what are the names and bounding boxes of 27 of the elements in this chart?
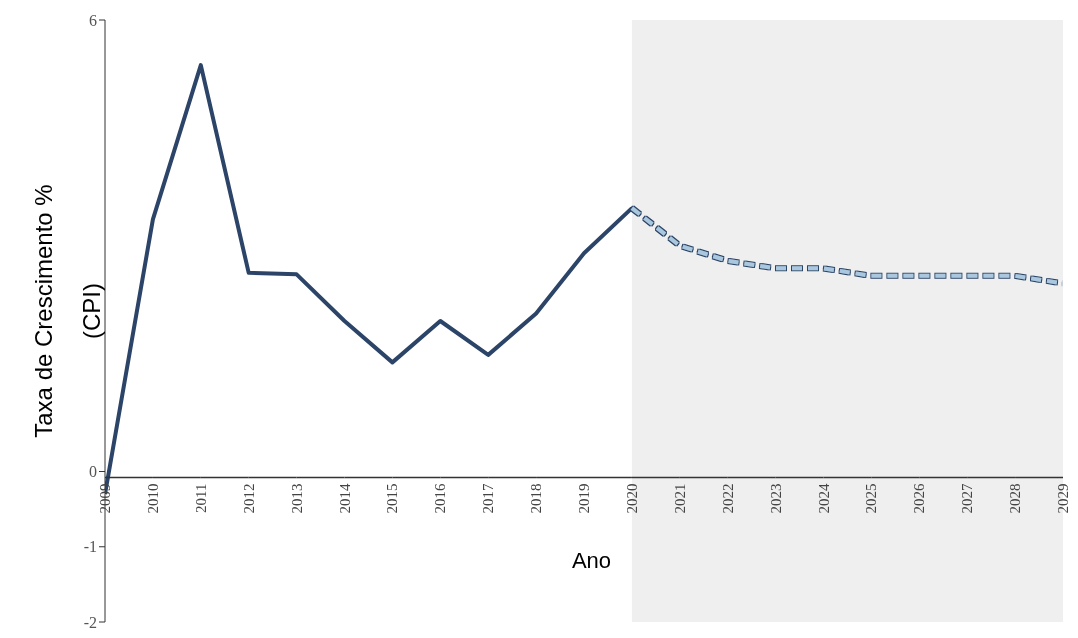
x-tick-label: 2023	[767, 483, 784, 514]
x-tick-label: 2026	[911, 483, 928, 514]
x-tick-label: 2019	[576, 483, 592, 514]
x-tick-label: 2016	[432, 483, 449, 514]
x-tick-label: 2011	[192, 483, 209, 513]
x-tick-label: 2018	[528, 483, 545, 514]
x-tick-label: 2028	[1007, 483, 1024, 514]
y-tick-label: 0	[89, 463, 97, 481]
x-tick-label: 2010	[144, 483, 161, 514]
x-tick-label: 2024	[815, 483, 832, 514]
x-tick-label: 2017	[480, 483, 497, 514]
x-tick-label: 2013	[288, 483, 305, 514]
y-tick-label: -2	[83, 613, 97, 631]
x-tick-label: 2014	[336, 483, 353, 514]
y-tick-label: -1	[83, 538, 97, 556]
x-tick-label: 2025	[863, 483, 880, 514]
y-axis-title: Taxa de Crescimento % (CPI)	[29, 183, 106, 440]
x-tick-label: 2022	[719, 483, 736, 514]
x-tick-label: 2020	[623, 483, 640, 514]
x-axis-title: Ano	[571, 547, 612, 573]
x-tick-label: 2015	[384, 483, 401, 514]
x-tick-label: 2027	[959, 483, 976, 514]
x-tick-label: 2012	[240, 483, 257, 514]
x-tick-label: 2009	[97, 483, 113, 514]
y-tick-label: 6	[89, 11, 97, 29]
x-tick-label: 2021	[671, 483, 688, 514]
x-tick-label: 2029	[1055, 483, 1071, 514]
